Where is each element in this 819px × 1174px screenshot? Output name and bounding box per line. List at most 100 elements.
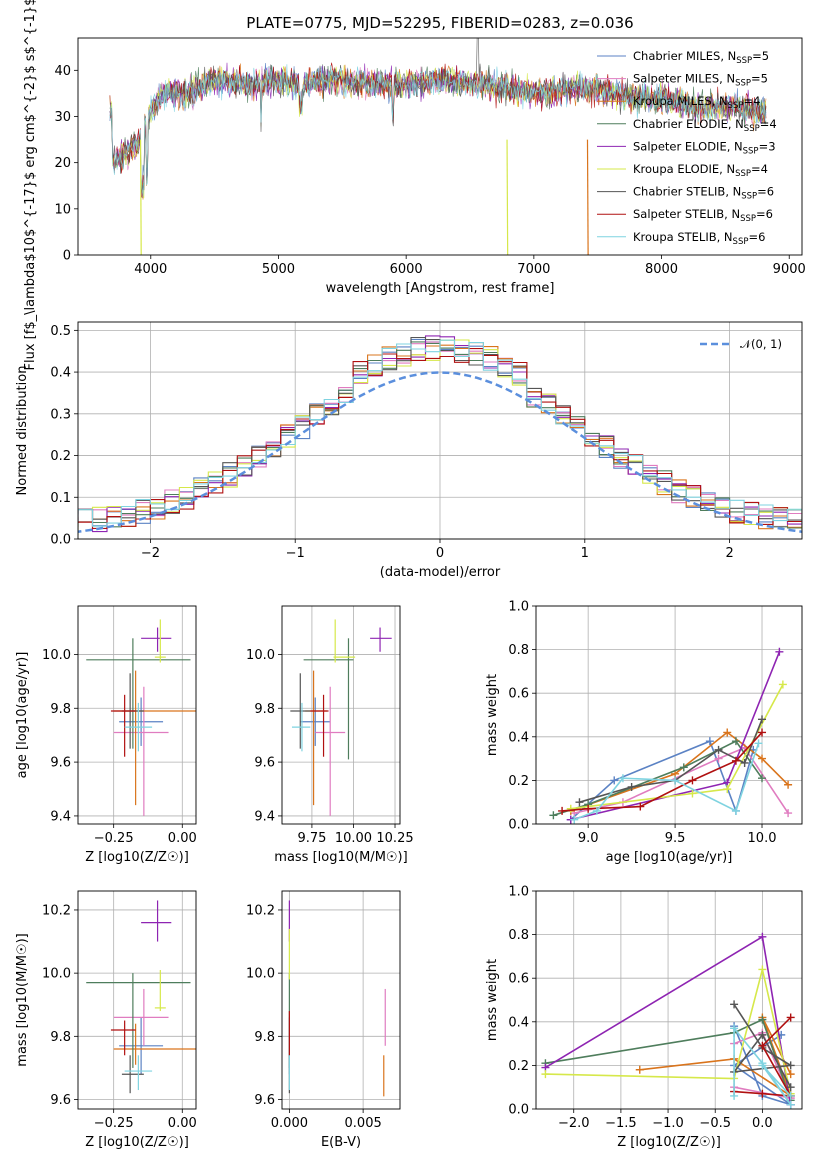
series-marker [758,1030,767,1039]
legend-label-chabrier-stelib: Chabrier STELIB, NSSP=6 [633,185,774,202]
tick-label-x: −2 [141,546,160,561]
series-marker [758,715,767,724]
panel-mass-vs-EBV: 0.000 0.005 9.6 9.8 10.0 10.2 E(B-V) [246,890,401,1150]
tick-label-x: −1 [286,546,305,561]
series-marker [758,1041,767,1050]
series-marker [688,789,697,798]
legend: Chabrier MILES, NSSP=5 Salpeter MILES, NS… [597,49,777,247]
series-kroupa-stelib [570,739,763,824]
axes-frame [281,605,401,825]
series-marker [636,802,645,811]
axes-frame [77,890,197,1110]
errorbar-salpeter-miles [315,686,346,816]
tick-label-x: 6000 [390,262,423,277]
tick-label-y: 0.0 [508,1103,529,1118]
tick-label-x: −2.0 [558,1116,590,1131]
tick-label-y: 9.6 [254,756,275,771]
tick-label-y: 1.0 [508,885,529,900]
series-marker [731,806,740,815]
tick-label-x: 10.00 [335,831,372,846]
tick-label-y: 0.8 [508,928,529,943]
tick-label-y: 40 [54,64,71,79]
tick-label-y: 20 [54,156,71,171]
tick-label-x: 2 [725,546,733,561]
series-marker [731,756,740,765]
x-axis-label: Z [log10(Z/Z☉)] [85,1135,189,1150]
tick-label-y: 10.0 [246,648,275,663]
legend: 𝒩(0, 1) [700,337,782,351]
errorbar-salpeter-stelib [110,694,136,757]
series-marker [786,1013,795,1022]
series-marker [627,782,636,791]
tick-label-x: −1.5 [605,1116,637,1131]
tick-label-x: 0 [436,546,444,561]
series-marker [758,774,767,783]
series-chabrier-stelib [575,715,767,807]
errorbar-kroupa-elodie [154,969,166,1012]
series-marker [566,804,575,813]
legend-label-chabrier-elodie: Chabrier ELODIE, NSSP=4 [633,117,777,134]
series-marker [730,1091,739,1100]
plot-area [290,619,392,816]
tick-label-y: 9.6 [254,1093,275,1108]
series-marker [730,1000,739,1009]
x-axis-label: Z [log10(Z/Z☉)] [617,1135,721,1150]
x-axis-label: mass [log10(M/M☉)] [274,850,407,865]
errorbar-chabrier-elodie [86,973,191,1068]
series-salpeter-stelib [558,728,767,815]
series-marker [705,737,714,746]
tick-label-y: 0.6 [508,972,529,987]
plot-area [541,932,795,1109]
series-marker [679,763,688,772]
tick-label-y: 0.2 [508,1059,529,1074]
errorbar-salpeter-miles [113,686,169,816]
series-marker [786,1061,795,1070]
series-marker [731,737,740,746]
plot-area [549,647,793,824]
tick-label-x: 0.0 [752,1116,773,1131]
series-marker [778,680,787,689]
tick-label-x: −0.5 [699,1116,731,1131]
axes-frame [77,37,803,256]
series-marker [723,728,732,737]
axes-frame [77,321,803,540]
tick-label-x: 8000 [645,262,678,277]
y-axis-label: mass weight [485,959,500,1041]
tick-label-y: 0.6 [508,687,529,702]
x-axis-label: Z [log10(Z/Z☉)] [85,850,189,865]
errorbar-kroupa-stelib [124,702,153,752]
tick-label-y: 9.4 [50,809,71,824]
errorbar-salpeter-miles [113,988,169,1046]
tick-label-y: 10.0 [42,648,71,663]
tick-label-y: 1.0 [508,600,529,615]
spectrum-gap-kroupa-elodie [506,139,509,255]
grid [78,891,196,1109]
series-marker [758,1061,767,1070]
y-axis-label: Flux [f$_\lambda$10$^{-17}$ erg cm$^{-2}… [23,0,38,370]
tick-label-y: 0.1 [50,491,71,506]
tick-label-y: 0.0 [50,533,71,548]
tick-label-x: 9.75 [297,831,326,846]
tick-label-y: 9.8 [254,702,275,717]
y-axis-label: age [log10(age/yr)] [15,652,30,779]
series-marker [610,776,619,785]
y-axis-label: mass weight [485,674,500,756]
tick-label-y: 0.8 [508,643,529,658]
axes-frame [77,605,197,825]
tick-label-y: 0 [63,249,71,264]
series-marker [723,785,732,794]
series-marker [592,806,601,815]
legend-label-salpeter-elodie: Salpeter ELODIE, NSSP=3 [633,139,776,156]
legend-label-normal: 𝒩(0, 1) [740,337,782,351]
series-line [579,719,763,803]
tick-label-y: 0.2 [50,449,71,464]
tick-label-y: 9.4 [254,809,275,824]
tick-label-y: 0.0 [508,818,529,833]
tick-label-y: 10.0 [42,967,71,982]
errorbar-chabrier-miles [119,1017,164,1075]
series-marker [688,776,697,785]
axes-frame [535,605,803,825]
tick-label-x: 9.5 [665,831,686,846]
series-marker [784,809,793,818]
tick-label-y: 9.6 [50,1093,71,1108]
